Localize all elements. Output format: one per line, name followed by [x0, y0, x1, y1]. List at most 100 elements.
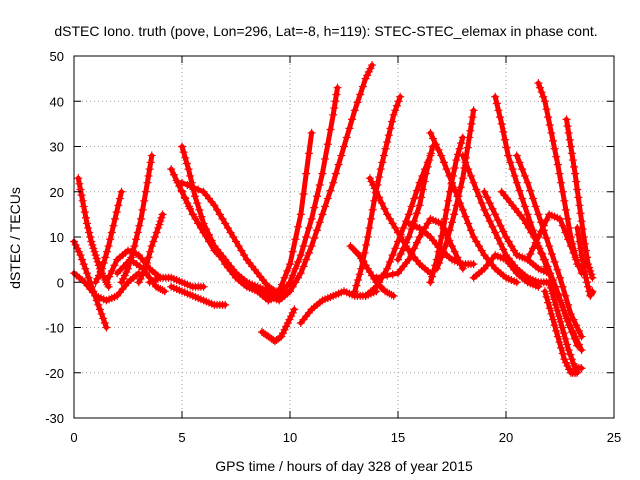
data-point: [388, 270, 397, 279]
data-point: [356, 90, 365, 99]
data-point: [455, 144, 464, 153]
data-point: [377, 272, 386, 281]
data-point: [512, 278, 521, 287]
data-point: [565, 135, 574, 144]
data-point: [296, 210, 305, 219]
data-point: [223, 223, 232, 232]
data-point: [179, 148, 188, 157]
data-point: [368, 61, 377, 70]
data-point: [515, 158, 524, 167]
series-32: [497, 187, 582, 350]
data-point: [575, 237, 584, 246]
data-point: [199, 228, 208, 237]
data-point: [412, 209, 421, 218]
y-tick-label: -20: [45, 366, 64, 381]
data-point: [140, 196, 149, 205]
data-point: [557, 178, 566, 187]
data-point: [315, 218, 324, 227]
data-point: [531, 202, 540, 211]
data-point: [488, 222, 497, 231]
data-point: [404, 233, 413, 241]
data-point: [89, 244, 98, 253]
data-point: [493, 234, 502, 243]
data-point: [93, 274, 102, 283]
data-point: [439, 158, 448, 167]
data-point: [567, 149, 576, 158]
data-point: [477, 199, 486, 208]
data-point: [147, 151, 156, 160]
data-point: [240, 251, 249, 260]
data-point: [288, 282, 297, 291]
data-point: [350, 106, 359, 115]
data-point: [141, 187, 150, 196]
data-point: [561, 334, 570, 343]
data-point: [138, 205, 147, 214]
data-point: [523, 210, 532, 219]
y-tick-label: 30: [50, 140, 64, 155]
data-point: [388, 219, 397, 228]
series-5: [102, 246, 165, 287]
series-27: [426, 128, 521, 287]
data-point: [313, 192, 321, 201]
data-point: [321, 202, 330, 211]
data-point: [518, 165, 527, 174]
data-point: [378, 158, 387, 167]
data-point: [410, 217, 419, 226]
data-point: [418, 185, 427, 194]
data-point: [391, 223, 400, 232]
data-point: [394, 97, 403, 106]
data-point: [464, 165, 473, 174]
data-point: [99, 259, 108, 268]
y-tick-label: -10: [45, 321, 64, 336]
data-point: [545, 278, 554, 287]
data-point: [365, 174, 374, 183]
data-point: [465, 133, 474, 142]
data-point: [286, 287, 294, 296]
series-15: [264, 61, 377, 305]
data-point: [496, 239, 505, 248]
data-point: [375, 193, 384, 202]
data-point: [458, 151, 467, 160]
data-point: [488, 204, 497, 213]
data-point: [542, 216, 551, 225]
data-point: [394, 228, 402, 237]
data-point: [402, 238, 411, 247]
data-point: [428, 272, 437, 281]
data-point: [399, 244, 408, 253]
data-point: [491, 228, 500, 237]
data-point: [366, 64, 375, 73]
data-point: [133, 228, 142, 237]
data-point: [502, 233, 510, 241]
data-point: [520, 202, 529, 211]
data-point: [512, 151, 521, 160]
data-point: [555, 338, 564, 347]
data-point: [84, 223, 93, 232]
data-point: [469, 260, 478, 269]
data-point: [384, 131, 393, 140]
data-point: [372, 187, 381, 196]
data-point: [74, 174, 83, 183]
data-point: [80, 208, 89, 217]
data-point: [91, 251, 100, 260]
data-point: [472, 237, 481, 246]
data-point: [556, 273, 564, 282]
data-point: [362, 240, 371, 249]
data-point: [388, 251, 397, 260]
data-point: [469, 106, 478, 115]
data-point: [234, 242, 243, 251]
data-point: [117, 278, 126, 287]
data-point: [326, 125, 335, 134]
data-point: [369, 180, 378, 189]
y-tick-label: 20: [50, 185, 64, 200]
data-point: [563, 122, 572, 131]
data-point: [213, 205, 222, 214]
data-point: [215, 210, 224, 219]
data-point: [122, 268, 131, 277]
data-point: [280, 273, 289, 282]
data-point: [553, 160, 562, 169]
data-point: [502, 143, 511, 152]
data-point: [463, 143, 472, 152]
data-point: [188, 210, 197, 219]
data-point: [545, 242, 554, 251]
data-point: [538, 249, 547, 258]
